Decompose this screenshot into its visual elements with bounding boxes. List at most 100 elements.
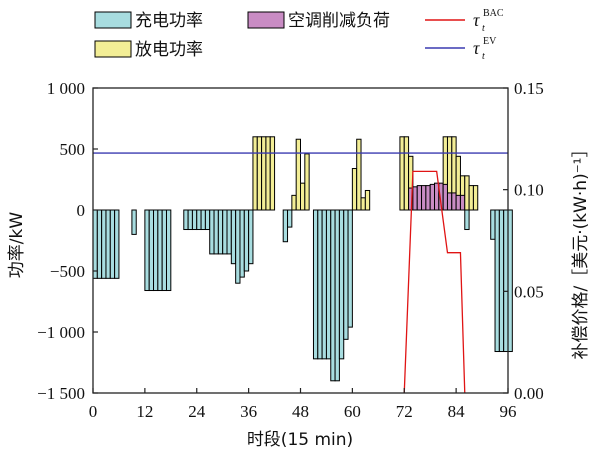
charge-bar — [347, 209, 353, 328]
y-right-tick-label: 0.00 — [514, 384, 544, 403]
charge-bar — [235, 209, 241, 284]
tau_bac-line — [403, 170, 466, 394]
x-tick-label: 72 — [396, 402, 413, 421]
discharge-bar — [269, 136, 276, 211]
ac-bar — [416, 185, 423, 211]
charge-bar — [222, 209, 228, 255]
x-tick-label: 48 — [292, 402, 309, 421]
x-tick-label: 36 — [240, 402, 257, 421]
charge-bar — [282, 209, 289, 243]
discharge-bar — [399, 136, 405, 211]
charge-bar — [131, 209, 137, 235]
charge-bar — [230, 209, 237, 265]
y-right-axis-title: 补偿价格/［美元·(kW·h)⁻¹］ — [571, 140, 591, 359]
discharge-bar — [261, 136, 267, 211]
ac-legend-label: 空调削减负荷 — [288, 11, 390, 31]
charge-bar — [494, 209, 500, 353]
charge-legend-swatch — [94, 11, 132, 29]
discharge-bar — [403, 136, 410, 211]
ac-bar — [412, 186, 418, 211]
charge-bar — [109, 209, 116, 279]
y-right-tick-label: 0.05 — [514, 282, 544, 301]
x-tick-label: 60 — [344, 402, 361, 421]
tau_ev-legend-superscript: EV — [483, 36, 497, 47]
charge-bar — [187, 209, 193, 231]
ac-bar — [429, 183, 436, 211]
charge-bar — [330, 209, 336, 382]
charge-bar — [157, 209, 163, 292]
charge-bar — [287, 209, 293, 228]
ac-bar — [421, 185, 427, 211]
charge-bar — [334, 209, 340, 382]
discharge-bar — [472, 185, 479, 211]
charge-bar — [114, 209, 120, 279]
discharge-bar — [304, 153, 310, 211]
charge-bar — [312, 209, 319, 360]
charge-legend-label: 充电功率 — [135, 11, 203, 31]
charge-bar — [325, 209, 332, 360]
y-left-axis-title: 功率/kW — [7, 212, 27, 279]
discharge-bar — [265, 136, 271, 211]
ac-legend-swatch — [247, 11, 285, 29]
y-left-tick-label: 0 — [77, 201, 86, 220]
ac-bar — [442, 183, 448, 211]
y-left-tick-label: 1 000 — [47, 79, 85, 98]
lines-layer — [93, 152, 508, 394]
discharge-bar — [300, 182, 306, 211]
bars-layer — [92, 136, 513, 382]
y-left-tick-label: 500 — [60, 140, 86, 159]
ac-bar — [451, 192, 457, 211]
charge-bar — [343, 209, 349, 340]
charge-bar — [464, 209, 470, 231]
charge-bar — [248, 209, 254, 265]
discharge-bar — [468, 185, 474, 211]
charge-bar — [498, 209, 505, 353]
charge-bar — [239, 209, 245, 278]
discharge-legend-label: 放电功率 — [135, 40, 203, 60]
ac-bar — [455, 194, 461, 211]
discharge-bar — [295, 138, 302, 211]
x-tick-label: 12 — [136, 402, 153, 421]
ticks-layer: 0 12 24 36 48 60 72 84 96 1 000 500 0 −500 −1 000 −1 5… — [37, 79, 544, 421]
tau_bac-legend-subscript: t — [482, 23, 485, 34]
charge-bar — [213, 209, 219, 255]
x-tick-label: 24 — [188, 402, 206, 421]
charge-bar — [338, 209, 345, 360]
ac-bar — [425, 185, 431, 211]
charge-bar — [321, 209, 327, 360]
x-tick-label: 0 — [89, 402, 98, 421]
discharge-bar — [351, 168, 358, 211]
charge-bar — [217, 209, 224, 255]
discharge-legend-swatch — [94, 40, 132, 58]
ac-bar — [459, 194, 466, 211]
charge-bar — [209, 209, 215, 255]
x-tick-label: 96 — [500, 402, 517, 421]
tau_bac-legend-symbol: τ — [473, 10, 480, 30]
discharge-bar — [252, 136, 258, 211]
y-left-tick-label: −1 000 — [37, 323, 85, 342]
charge-bar — [226, 209, 232, 255]
discharge-bar — [291, 194, 297, 211]
discharge-bar — [256, 136, 263, 211]
discharge-bar — [356, 138, 362, 211]
charge-bar — [165, 209, 172, 292]
x-axis-title: 时段(15 min) — [247, 430, 353, 450]
tau_ev-legend-symbol: τ — [473, 38, 480, 58]
charge-bar — [183, 209, 189, 231]
charge-bar — [161, 209, 167, 292]
discharge-bar — [364, 189, 371, 211]
discharge-bar — [464, 175, 470, 211]
charge-bar — [200, 209, 206, 231]
y-left-tick-label: −1 500 — [37, 384, 85, 403]
y-right-tick-label: 0.15 — [514, 79, 544, 98]
charge-bar — [101, 209, 107, 279]
charge-bar — [148, 209, 155, 292]
charge-bar — [191, 209, 198, 231]
charge-bar — [243, 209, 250, 272]
charge-bar — [196, 209, 202, 231]
charge-bar — [204, 209, 211, 231]
charge-bar — [144, 209, 150, 292]
discharge-bar — [360, 197, 366, 211]
